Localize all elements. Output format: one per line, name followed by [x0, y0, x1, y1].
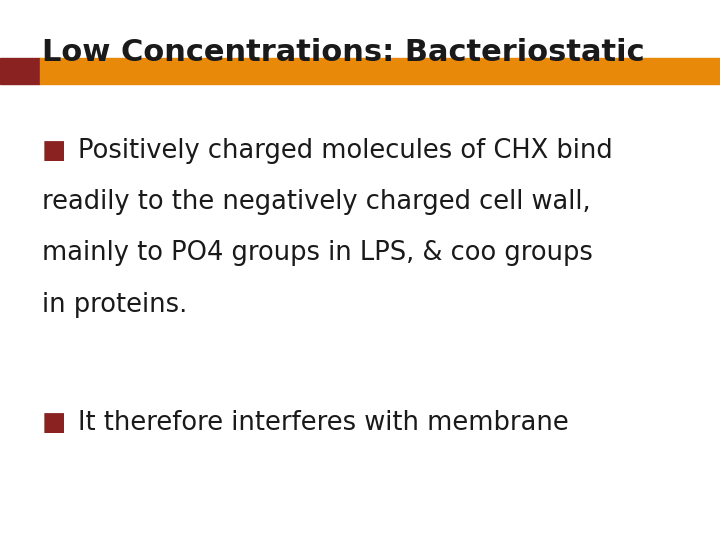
Text: Positively charged molecules of CHX bind: Positively charged molecules of CHX bind	[78, 138, 613, 164]
Text: Low Concentrations: Bacteriostatic: Low Concentrations: Bacteriostatic	[42, 38, 644, 67]
Text: in proteins.: in proteins.	[42, 292, 187, 318]
Text: mainly to PO4 groups in LPS, & coo groups: mainly to PO4 groups in LPS, & coo group…	[42, 240, 593, 266]
Text: readily to the negatively charged cell wall,: readily to the negatively charged cell w…	[42, 189, 590, 215]
Text: ■: ■	[42, 410, 66, 436]
Text: ■: ■	[42, 138, 66, 164]
Text: It therefore interferes with membrane: It therefore interferes with membrane	[78, 410, 569, 436]
Bar	[40, 58, 720, 84]
Bar	[0, 58, 40, 84]
